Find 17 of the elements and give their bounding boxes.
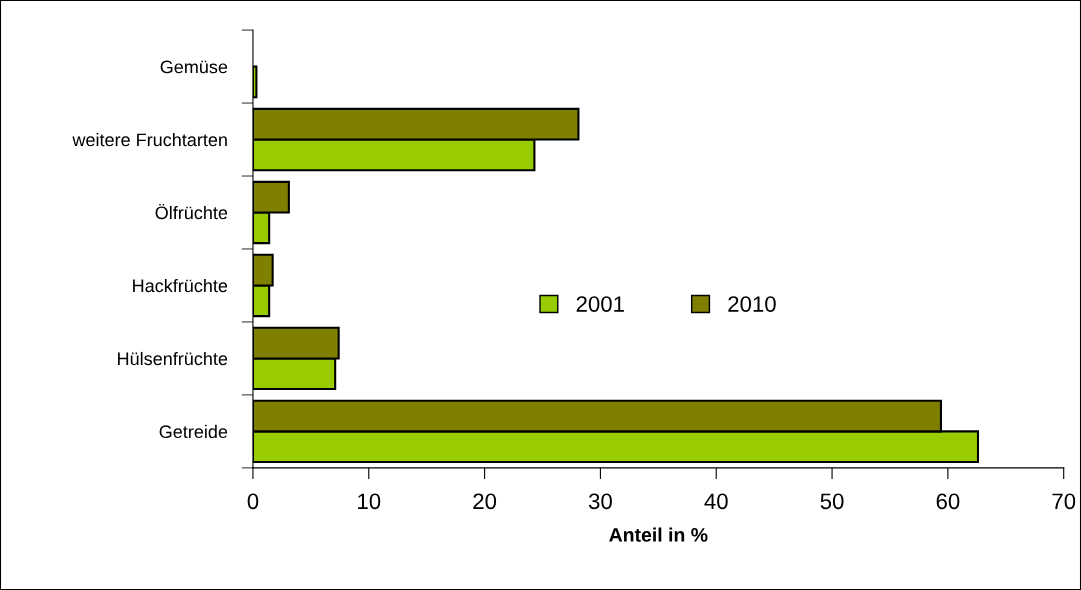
y-tick-label: Getreide [159,424,228,439]
x-axis-title: Anteil in % [609,527,708,542]
x-tick-label: 10 [358,493,381,510]
legend-label: 2001 [576,296,624,312]
y-tick-label: Hülsenfrüchte [118,351,228,366]
legend-label: 2010 [728,296,776,312]
x-tick-label: 50 [820,493,844,510]
y-tick-label: Ölfrüchte [155,203,228,220]
y-tick-label: Gemüse [160,60,228,74]
x-tick-label: 60 [936,493,960,510]
x-tick-label: 70 [1052,493,1076,510]
y-tick-label: Hackfrüchte [133,278,228,293]
x-tick-label: 0 [247,493,259,510]
y-tick-label: weitere Fruchtarten [72,132,227,147]
x-tick-label: 40 [704,493,728,510]
x-tick-label: 20 [473,493,497,510]
x-tick-label: 30 [588,493,612,510]
